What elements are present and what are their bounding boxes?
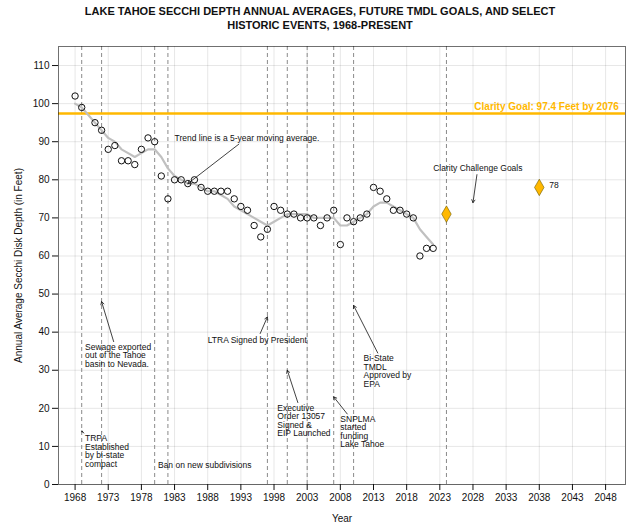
svg-text:2008: 2008	[329, 492, 352, 503]
svg-text:1973: 1973	[97, 492, 120, 503]
svg-text:1998: 1998	[263, 492, 286, 503]
svg-text:2048: 2048	[594, 492, 617, 503]
svg-text:SNPLMAstartedfundingLake Tahoe: SNPLMAstartedfundingLake Tahoe	[340, 414, 384, 450]
svg-text:1978: 1978	[130, 492, 153, 503]
svg-text:Clarity Goal: 97.4 Feet by 207: Clarity Goal: 97.4 Feet by 2076	[474, 101, 619, 112]
svg-text:1983: 1983	[163, 492, 186, 503]
svg-text:Year: Year	[332, 513, 353, 524]
svg-text:0: 0	[44, 479, 50, 490]
svg-text:1968: 1968	[64, 492, 87, 503]
html-text:LAKE TAHOE SECCHI DEPTH ANNUAL: LAKE TAHOE SECCHI DEPTH ANNUAL AVERAGES,…	[84, 5, 556, 17]
svg-text:80: 80	[38, 174, 50, 185]
svg-text:2038: 2038	[528, 492, 551, 503]
svg-text:20: 20	[38, 403, 50, 414]
svg-text:1988: 1988	[197, 492, 220, 503]
svg-text:2043: 2043	[561, 492, 584, 503]
svg-text:TRPAEstablishedby bi-statecomp: TRPAEstablishedby bi-statecompact	[85, 433, 129, 469]
svg-text:Sewage exportedout of the Taho: Sewage exportedout of the Tahoebasin to …	[85, 342, 151, 369]
svg-text:2023: 2023	[429, 492, 452, 503]
svg-text:Ban on new subdivisions: Ban on new subdivisions	[158, 460, 252, 470]
svg-text:2028: 2028	[462, 492, 485, 503]
svg-text:2013: 2013	[362, 492, 385, 503]
svg-text:78: 78	[549, 180, 559, 190]
svg-text:ExecutiveOrder 13057Signed &EI: ExecutiveOrder 13057Signed &EIP Launched	[277, 403, 331, 439]
svg-text:110: 110	[34, 60, 50, 71]
svg-text:70: 70	[38, 212, 50, 223]
svg-text:2003: 2003	[296, 492, 319, 503]
html-text:HISTORIC EVENTS, 1968-PRESENT: HISTORIC EVENTS, 1968-PRESENT	[227, 19, 413, 31]
svg-text:60: 60	[38, 250, 50, 261]
svg-text:1993: 1993	[230, 492, 253, 503]
svg-text:Annual Average Secchi Disk Dep: Annual Average Secchi Disk Depth (in Fee…	[13, 168, 24, 363]
svg-text:50: 50	[38, 288, 50, 299]
svg-text:Trend line is a 5-year moving: Trend line is a 5-year moving average.	[175, 133, 320, 143]
svg-text:90: 90	[38, 136, 50, 147]
svg-text:2018: 2018	[396, 492, 419, 503]
svg-text:LTRA Signed by President: LTRA Signed by President	[208, 334, 308, 344]
svg-text:10: 10	[38, 441, 50, 452]
svg-text:Bi-StateTMDLApproved byEPA: Bi-StateTMDLApproved byEPA	[364, 353, 412, 389]
svg-text:40: 40	[38, 326, 50, 337]
svg-text:30: 30	[38, 364, 50, 375]
svg-text:2033: 2033	[495, 492, 518, 503]
svg-text:100: 100	[33, 98, 50, 109]
svg-text:Clarity Challenge Goals: Clarity Challenge Goals	[433, 163, 522, 173]
